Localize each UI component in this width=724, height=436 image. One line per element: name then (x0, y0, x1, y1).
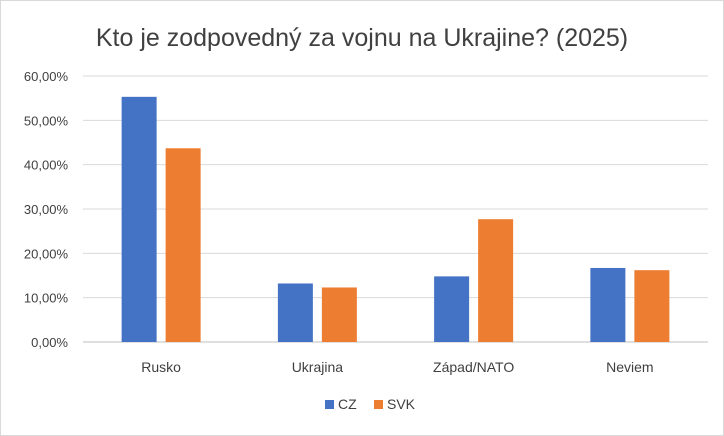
bar-cz (277, 283, 313, 342)
bars (121, 96, 670, 342)
legend-label-cz: CZ (338, 396, 357, 412)
x-category-label: Ukrajina (292, 359, 344, 375)
y-tick-label: 50,00% (24, 113, 69, 128)
y-tick-label: 40,00% (24, 158, 69, 173)
legend-swatch-cz (325, 400, 334, 409)
x-category-label: Rusko (141, 359, 181, 375)
bar-svk (165, 148, 201, 342)
legend-label-svk: SVK (387, 396, 416, 412)
bar-cz (434, 276, 470, 342)
legend-swatch-svk (374, 400, 383, 409)
x-category-label: Západ/NATO (433, 359, 514, 375)
chart-title: Kto je zodpovedný za vojnu na Ukrajine? … (96, 24, 628, 52)
bar-cz (121, 96, 157, 342)
x-axis-categories: Rusko Ukrajina Západ/NATO Neviem (141, 359, 653, 375)
y-tick-label: 30,00% (24, 202, 69, 217)
bar-svk (321, 287, 357, 342)
legend: CZ SVK (325, 396, 416, 412)
y-tick-label: 20,00% (24, 246, 69, 261)
y-axis-ticks: 0,00% 10,00% 20,00% 30,00% 40,00% 50,00% 60,00… (24, 69, 69, 350)
bar-svk (478, 219, 514, 342)
y-tick-label: 10,00% (24, 291, 69, 306)
y-tick-label: 60,00% (24, 69, 69, 84)
y-tick-label: 0,00% (31, 335, 68, 350)
bar-cz (590, 267, 626, 342)
x-category-label: Neviem (606, 359, 653, 375)
bar-svk (634, 270, 670, 342)
